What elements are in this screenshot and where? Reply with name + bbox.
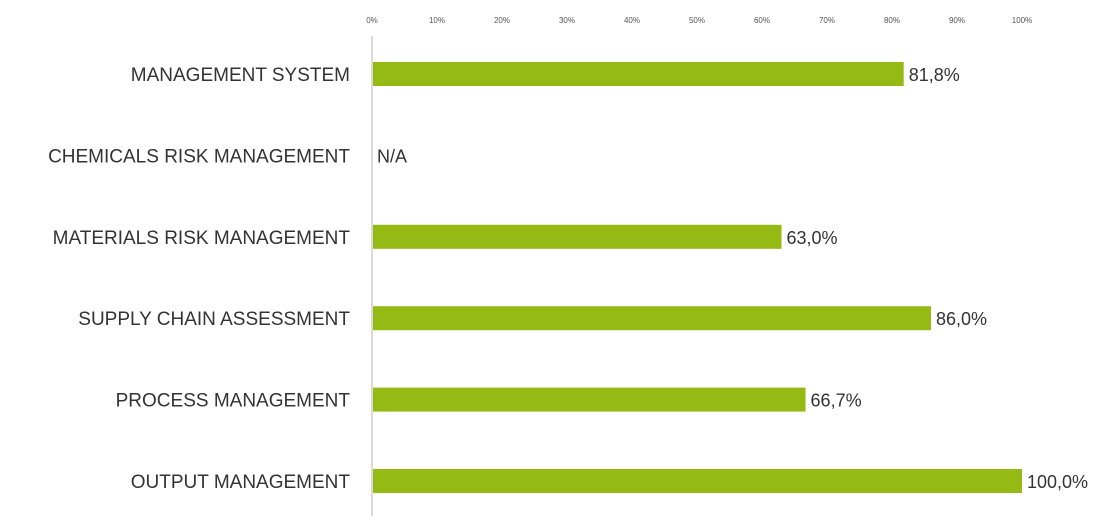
category-label: OUTPUT MANAGEMENT [131, 472, 351, 493]
x-tick-label: 10% [429, 16, 445, 25]
x-tick-label: 60% [754, 16, 770, 25]
value-labels: 81,8% N/A 63,0% 86,0% 66,7% 100,0% [377, 65, 1088, 492]
x-tick-label: 40% [624, 16, 640, 25]
value-label: 66,7% [811, 391, 862, 411]
x-tick-label: 0% [366, 16, 378, 25]
x-tick-label: 80% [884, 16, 900, 25]
value-label: N/A [377, 146, 407, 166]
x-tick-label: 50% [689, 16, 705, 25]
category-label: CHEMICALS RISK MANAGEMENT [48, 146, 350, 167]
bars [373, 62, 1022, 493]
x-tick-label: 90% [949, 16, 965, 25]
value-label: 100,0% [1027, 472, 1088, 492]
value-label: 86,0% [936, 309, 987, 329]
x-axis-ticks: 0% 10% 20% 30% 40% 50% 60% 70% 80% 90% 100% [366, 16, 1032, 25]
bar [373, 387, 806, 412]
category-label: SUPPLY CHAIN ASSESSMENT [78, 309, 350, 330]
x-tick-label: 20% [494, 16, 510, 25]
bar [373, 224, 782, 249]
bar [373, 469, 1022, 493]
bar [373, 62, 904, 86]
category-label: MATERIALS RISK MANAGEMENT [53, 228, 351, 249]
category-labels: MANAGEMENT SYSTEM CHEMICALS RISK MANAGEME… [48, 65, 350, 493]
x-tick-label: 100% [1012, 16, 1032, 25]
category-label: MANAGEMENT SYSTEM [131, 65, 350, 86]
value-label: 63,0% [787, 228, 838, 248]
x-tick-label: 70% [819, 16, 835, 25]
x-tick-label: 30% [559, 16, 575, 25]
category-label: PROCESS MANAGEMENT [116, 391, 351, 412]
value-label: 81,8% [909, 65, 960, 85]
bar [373, 306, 931, 331]
